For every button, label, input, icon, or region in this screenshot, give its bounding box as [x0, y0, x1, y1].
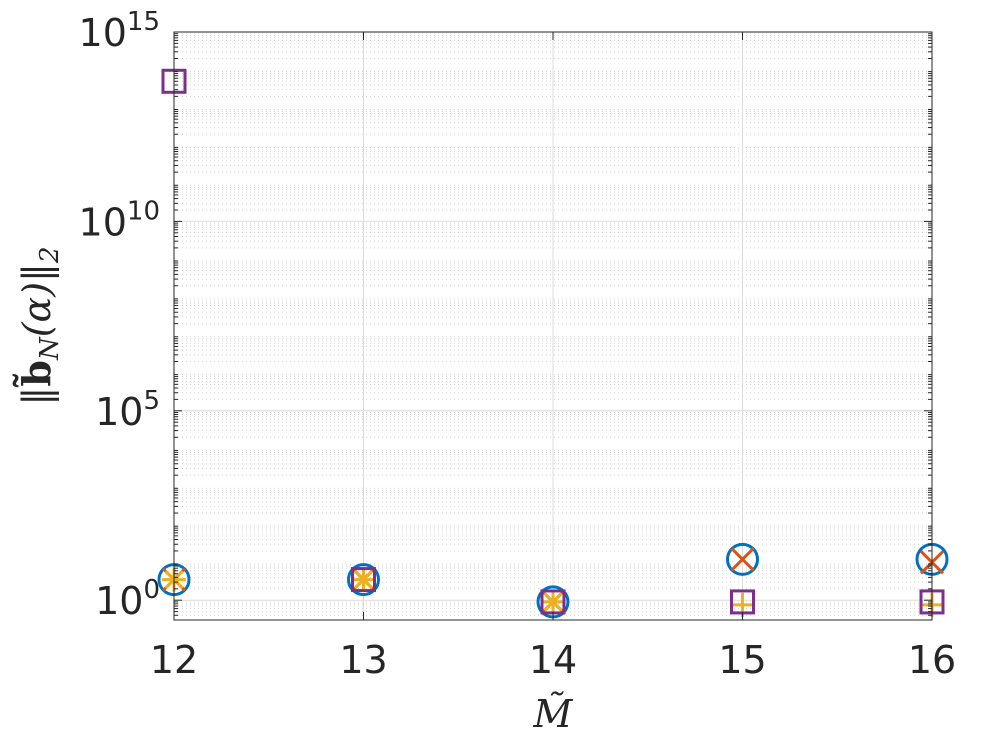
y-tick-base: 10 [95, 579, 143, 623]
x-tick-label: 12 [150, 638, 198, 682]
axis-ticks [173, 31, 933, 621]
y-tick-exponent: 15 [127, 7, 160, 37]
y-label-norm-open: ‖ [15, 387, 59, 406]
x-marker [730, 547, 755, 572]
y-tick-exponent: 10 [127, 196, 160, 226]
y-tick-exponent: 0 [143, 575, 160, 605]
y-tick-label: 105 [95, 386, 160, 434]
y-tick-base: 10 [79, 11, 127, 55]
x-tick-label: 15 [718, 638, 766, 682]
star-marker [541, 589, 565, 614]
x-tick-label: 14 [529, 638, 577, 682]
circle-marker [347, 563, 380, 597]
x-tick-label: 13 [339, 638, 387, 682]
x-tick-label: 16 [908, 638, 956, 682]
square-marker [351, 567, 376, 593]
y-label-vector: b̃ [13, 360, 59, 388]
y-tick-base: 10 [95, 390, 143, 434]
circle-marker [726, 542, 759, 576]
y-tick-base: 10 [79, 200, 127, 244]
y-label-subscript: N [35, 336, 65, 361]
y-label-argument: (α)‖ [15, 263, 59, 337]
y-tick-label: 1010 [79, 196, 160, 244]
y-label-norm-subscript: 2 [35, 246, 65, 264]
y-tick-exponent: 5 [143, 386, 160, 416]
y-axis-label: ‖b̃N(α)‖2 [13, 246, 65, 405]
x-axis-label: M̃ [533, 692, 574, 736]
x-tick-labels: 12 13 14 15 16 [150, 638, 956, 682]
y-tick-label: 100 [95, 575, 160, 623]
star-marker [351, 567, 376, 592]
y-tick-label: 1015 [79, 7, 160, 55]
